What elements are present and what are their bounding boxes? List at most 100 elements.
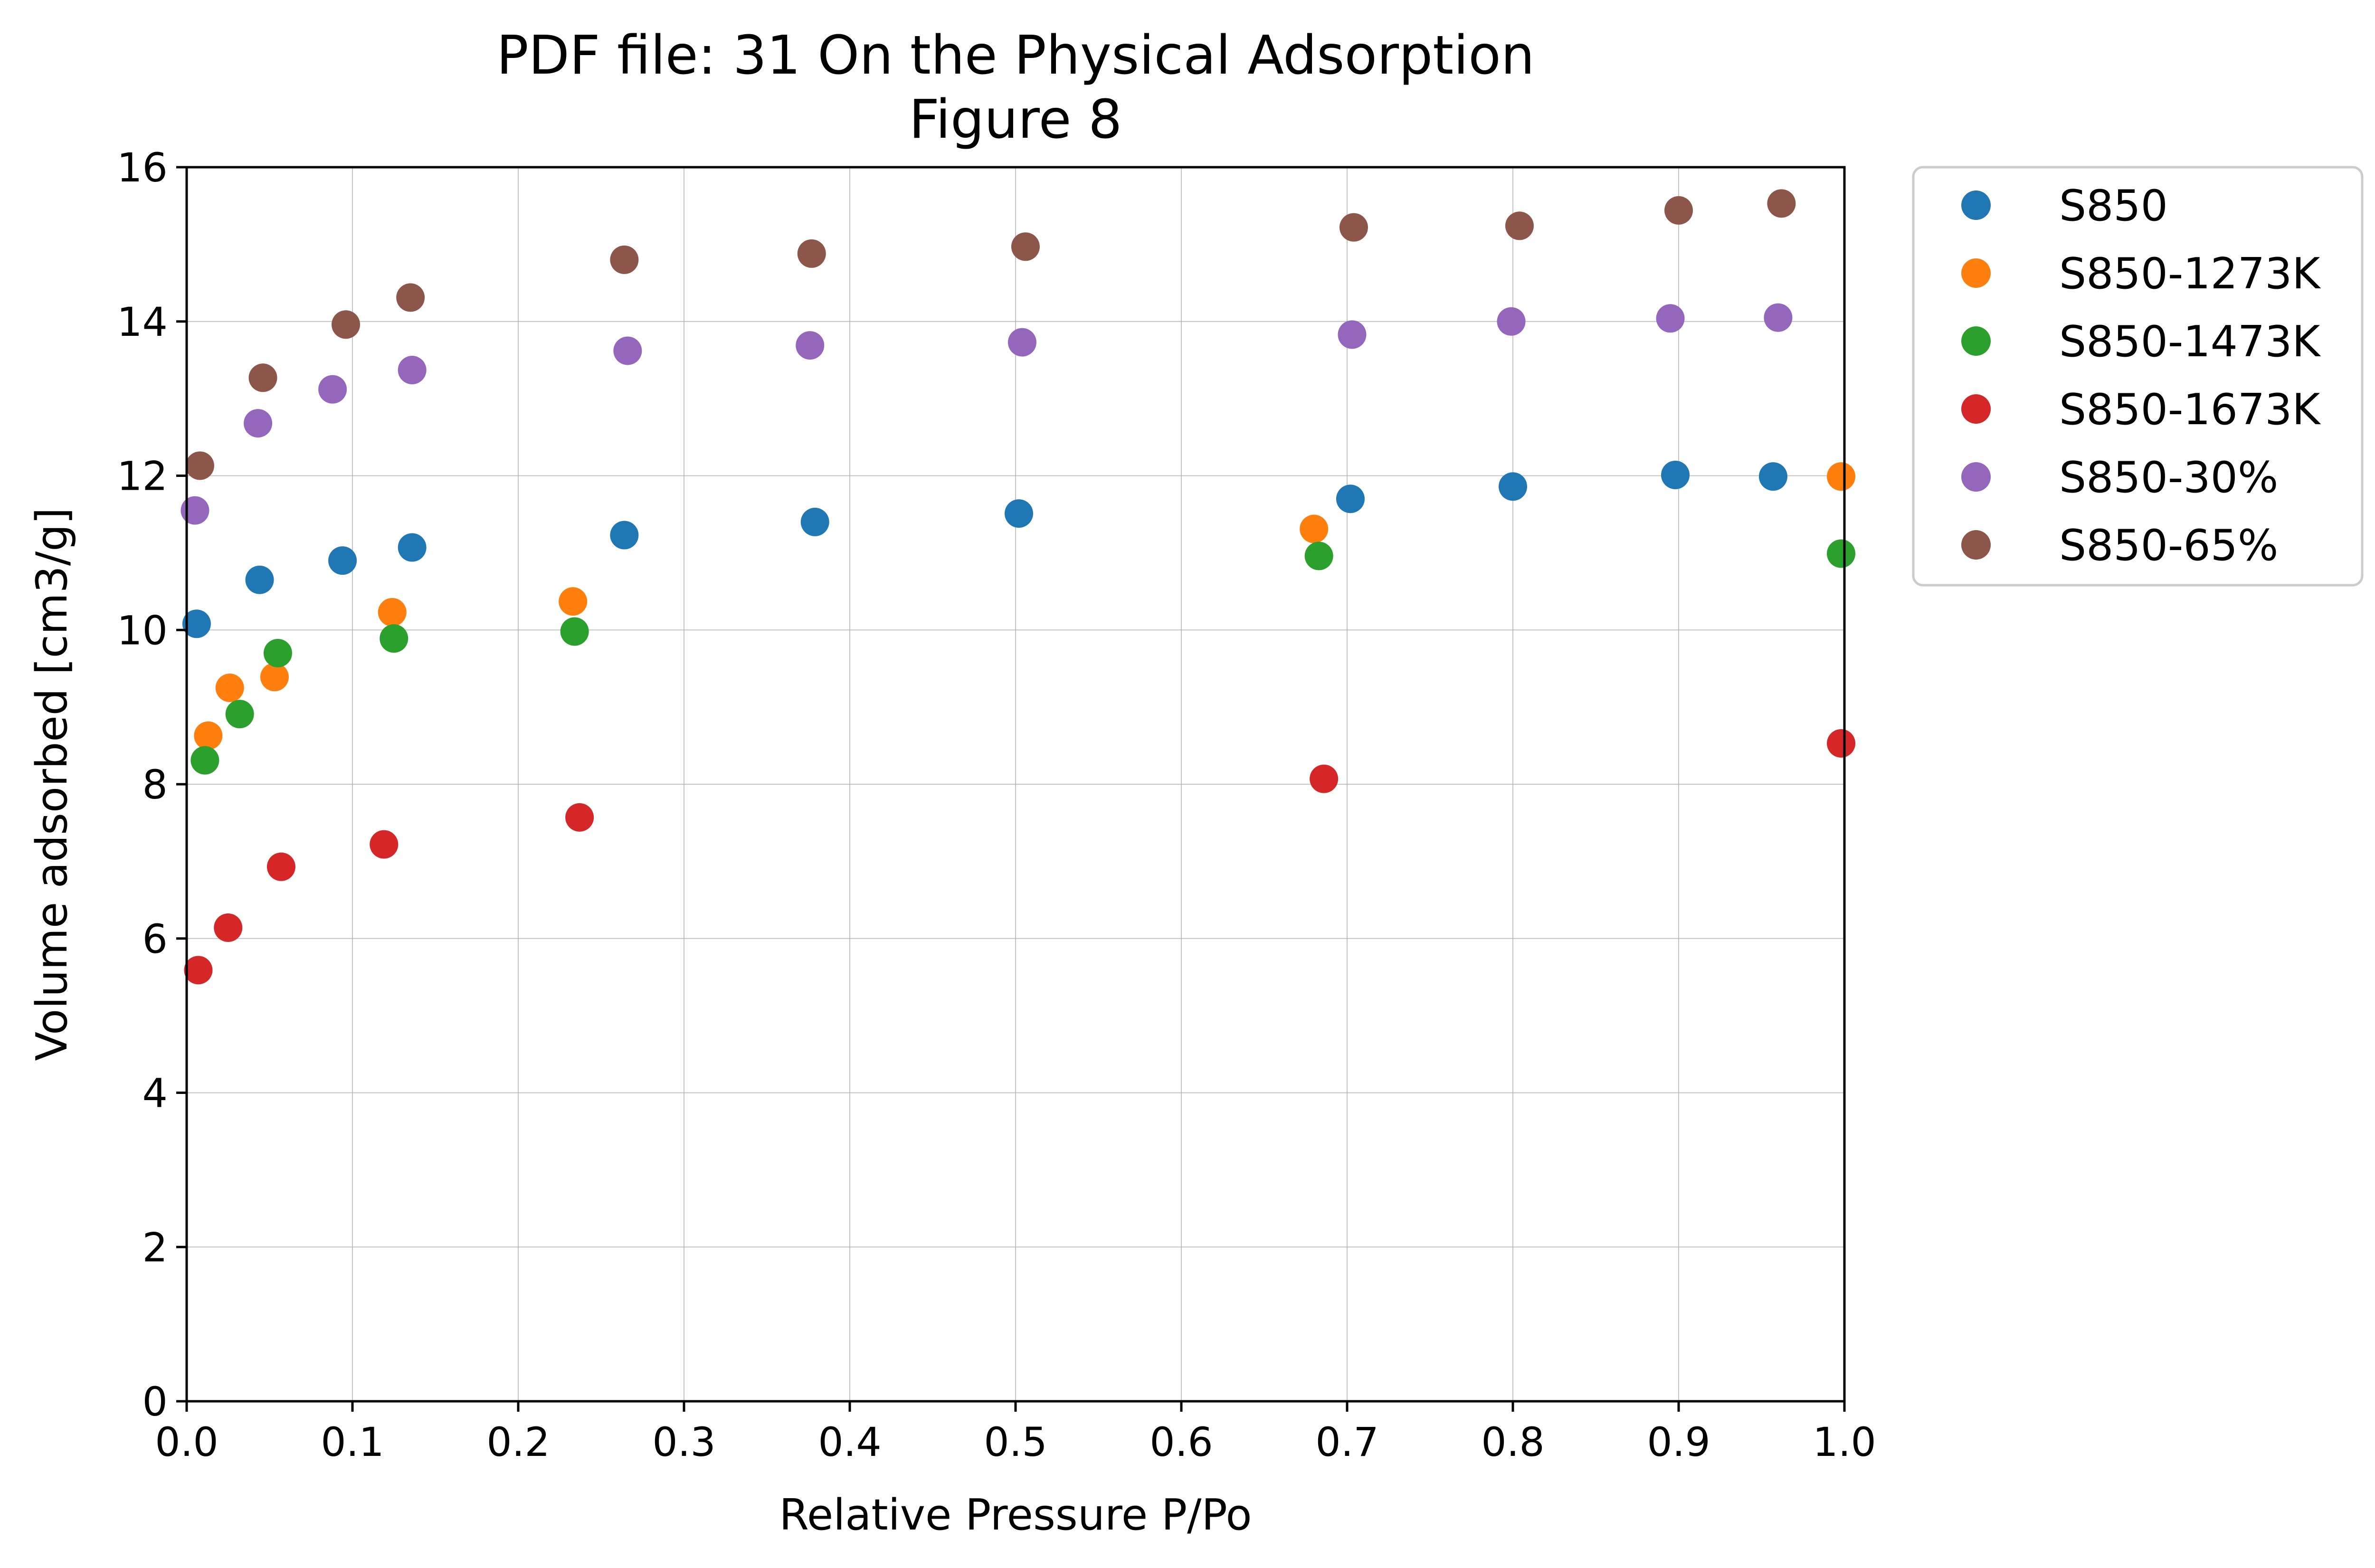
x-tick-label: 0.2 — [486, 1419, 550, 1465]
data-point — [380, 624, 408, 653]
data-point — [328, 546, 357, 575]
data-point — [1827, 462, 1856, 491]
series-s850-1473k — [190, 539, 1856, 775]
data-point — [800, 507, 829, 536]
data-point — [1767, 189, 1796, 218]
data-point — [396, 283, 425, 312]
data-point — [318, 375, 347, 404]
legend-box — [1912, 166, 2364, 587]
y-tick-label: 2 — [142, 1224, 168, 1271]
data-point — [1339, 213, 1368, 242]
data-point — [1338, 320, 1367, 349]
data-point — [1499, 472, 1527, 501]
data-point — [1304, 542, 1333, 570]
data-point — [263, 638, 292, 667]
data-point — [194, 721, 223, 750]
x-tick-label: 0.0 — [155, 1419, 218, 1465]
x-tick-label: 0.7 — [1315, 1419, 1379, 1465]
data-point — [378, 598, 407, 627]
data-point — [245, 565, 274, 594]
y-tick-label: 14 — [117, 299, 168, 345]
legend-marker — [1961, 326, 1991, 356]
chart-subtitle: Figure 8 — [909, 89, 1122, 151]
legend: S850 S850-1273K S850-1473K S850-1673K S850-3… — [1912, 166, 2364, 587]
data-point — [184, 956, 213, 985]
y-tick-label: 16 — [117, 144, 168, 191]
series-s850-65- — [185, 189, 1796, 480]
data-point — [1007, 328, 1036, 357]
legend-marker — [1961, 258, 1991, 288]
data-point — [1310, 764, 1339, 793]
data-point — [610, 245, 639, 274]
data-point — [182, 609, 211, 638]
data-point — [190, 746, 219, 775]
y-tick-label: 0 — [142, 1378, 168, 1425]
data-point — [1336, 485, 1365, 513]
data-point — [185, 451, 214, 480]
legend-marker — [1961, 530, 1991, 560]
y-tick-label: 12 — [117, 453, 168, 500]
axis-ticks: 0.0 0.1 0.2 0.3 0.4 0.5 0.6 0.7 0.8 0.9 1.0 0 2 4 6 8 10… — [117, 144, 1876, 1465]
data-point — [610, 521, 639, 550]
data-point — [1011, 232, 1040, 261]
data-point — [1758, 462, 1787, 491]
data-point — [180, 496, 209, 525]
x-tick-label: 0.1 — [321, 1419, 384, 1465]
series-s850-1673k — [184, 729, 1856, 985]
x-tick-label: 0.8 — [1481, 1419, 1545, 1465]
data-point — [398, 356, 427, 385]
series-s850 — [182, 460, 1787, 638]
data-point — [565, 803, 594, 832]
x-tick-label: 0.5 — [984, 1419, 1047, 1465]
legend-marker — [1961, 462, 1991, 492]
data-point — [1004, 499, 1033, 528]
data-point — [1661, 460, 1690, 489]
chart-title: PDF file: 31 On the Physical Adsorption — [496, 25, 1534, 86]
data-point — [225, 700, 254, 729]
data-point — [796, 331, 825, 360]
data-point — [560, 617, 589, 646]
x-tick-label: 0.4 — [818, 1419, 882, 1465]
data-point — [1827, 539, 1856, 568]
y-axis-label: Volume adsorbed [cm3/g] — [27, 508, 77, 1061]
y-tick-label: 4 — [142, 1070, 168, 1117]
x-tick-label: 0.6 — [1150, 1419, 1213, 1465]
legend-entry-label: S850-30% — [2059, 453, 2278, 503]
x-tick-label: 0.3 — [652, 1419, 716, 1465]
data-point — [797, 239, 826, 268]
legend-marker — [1961, 190, 1991, 220]
y-tick-label: 6 — [142, 916, 168, 962]
legend-entry-label: S850 — [2059, 181, 2168, 231]
legend-entry-label: S850-1273K — [2059, 249, 2321, 299]
data-point — [248, 363, 277, 392]
data-points — [180, 189, 1856, 985]
data-point — [370, 830, 399, 859]
data-point — [613, 336, 642, 365]
data-point — [214, 913, 243, 942]
data-point — [1656, 304, 1685, 333]
data-point — [260, 663, 289, 692]
data-point — [244, 409, 273, 438]
y-tick-label: 8 — [142, 761, 168, 808]
data-point — [398, 533, 427, 562]
series-s850-1273k — [194, 462, 1856, 750]
data-point — [1764, 303, 1793, 332]
data-point — [332, 310, 361, 339]
x-tick-label: 0.9 — [1647, 1419, 1710, 1465]
legend-marker — [1961, 394, 1991, 424]
x-tick-label: 1.0 — [1813, 1419, 1876, 1465]
legend-entry-label: S850-1473K — [2059, 317, 2321, 367]
data-point — [215, 674, 244, 703]
legend-entry-label: S850-65% — [2059, 521, 2278, 570]
y-tick-label: 10 — [117, 607, 168, 654]
data-point — [1300, 514, 1329, 543]
data-point — [1827, 729, 1856, 758]
data-point — [1664, 196, 1693, 225]
x-axis-label: Relative Pressure P/Po — [779, 1490, 1252, 1540]
data-point — [559, 587, 588, 616]
data-point — [266, 852, 295, 881]
legend-entry-label: S850-1673K — [2059, 385, 2321, 435]
data-point — [1505, 211, 1534, 240]
data-point — [1497, 307, 1526, 336]
